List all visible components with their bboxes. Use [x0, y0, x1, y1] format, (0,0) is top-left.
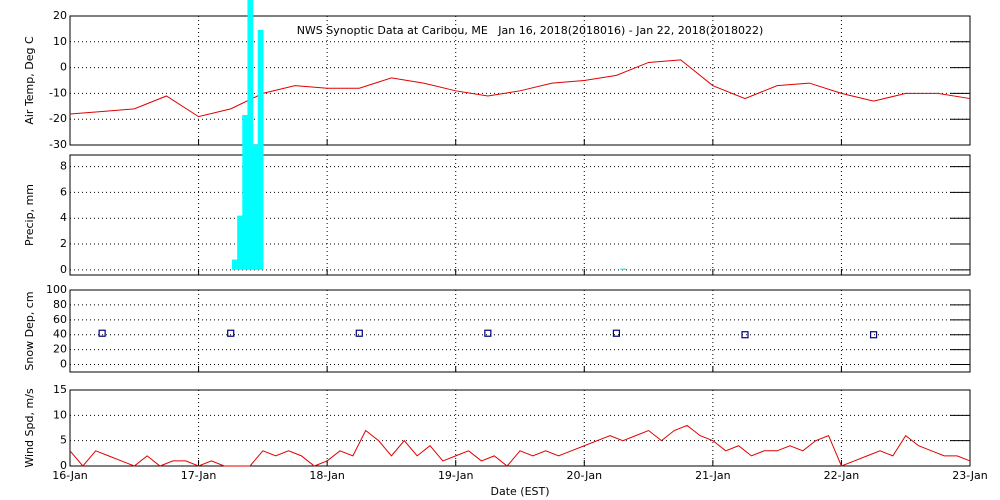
point	[869, 331, 878, 339]
y-tick-label: 20	[53, 9, 67, 22]
y-tick-label: 5	[60, 434, 67, 447]
x-tick-label: 17-Jan	[181, 469, 217, 482]
y-tick-label: 100	[46, 283, 67, 296]
y-axis-label: Precip, mm	[23, 184, 36, 246]
point	[741, 331, 749, 339]
y-tick-label: 15	[53, 383, 67, 396]
x-tick-label: 22-Jan	[824, 469, 860, 482]
panel-frame	[69, 389, 971, 467]
y-tick-label: 8	[60, 160, 67, 173]
bar	[620, 268, 627, 270]
y-tick-label: 20	[53, 343, 67, 356]
y-tick-label: 10	[53, 35, 67, 48]
y-tick-label: 80	[53, 298, 67, 311]
x-tick-label: 19-Jan	[438, 469, 474, 482]
point	[98, 329, 106, 337]
x-tick-label: 20-Jan	[567, 469, 603, 482]
y-tick-label: -10	[49, 86, 67, 99]
point	[355, 329, 363, 337]
x-tick-label: 21-Jan	[695, 469, 731, 482]
y-axis-label: Wind Spd, m/s	[23, 388, 36, 468]
x-tick-label: 23-Jan	[952, 469, 988, 482]
y-tick-label: 40	[53, 328, 67, 341]
y-tick-label: 0	[60, 61, 67, 74]
chart-title: NWS Synoptic Data at Caribou, ME Jan 16,…	[297, 24, 764, 37]
y-tick-label: 10	[53, 408, 67, 421]
line	[69, 59, 971, 118]
bar	[252, 144, 259, 270]
marks	[69, 0, 971, 467]
y-axis-label: Air Temp, Deg C	[23, 36, 36, 125]
bar	[242, 115, 249, 270]
y-axis-label: Snow Dep, cm	[23, 291, 36, 370]
bar	[237, 215, 243, 270]
point	[227, 329, 235, 337]
bar	[257, 29, 264, 270]
x-axis-label: Date (EST)	[490, 485, 549, 498]
point	[484, 329, 492, 337]
y-tick-label: -20	[49, 112, 67, 125]
bar	[232, 259, 238, 270]
point	[612, 329, 621, 337]
x-tick-label: 18-Jan	[309, 469, 345, 482]
x-tick-label: 16-Jan	[52, 469, 88, 482]
bar	[247, 0, 254, 270]
y-tick-label: -30	[49, 138, 67, 151]
line	[69, 424, 971, 467]
y-tick-label: 0	[60, 358, 67, 371]
y-tick-label: 2	[60, 237, 67, 250]
y-tick-label: 60	[53, 313, 67, 326]
y-tick-label: 0	[60, 459, 67, 472]
y-tick-label: 6	[60, 185, 67, 198]
y-tick-label: 0	[60, 263, 67, 276]
y-tick-label: 4	[60, 211, 67, 224]
